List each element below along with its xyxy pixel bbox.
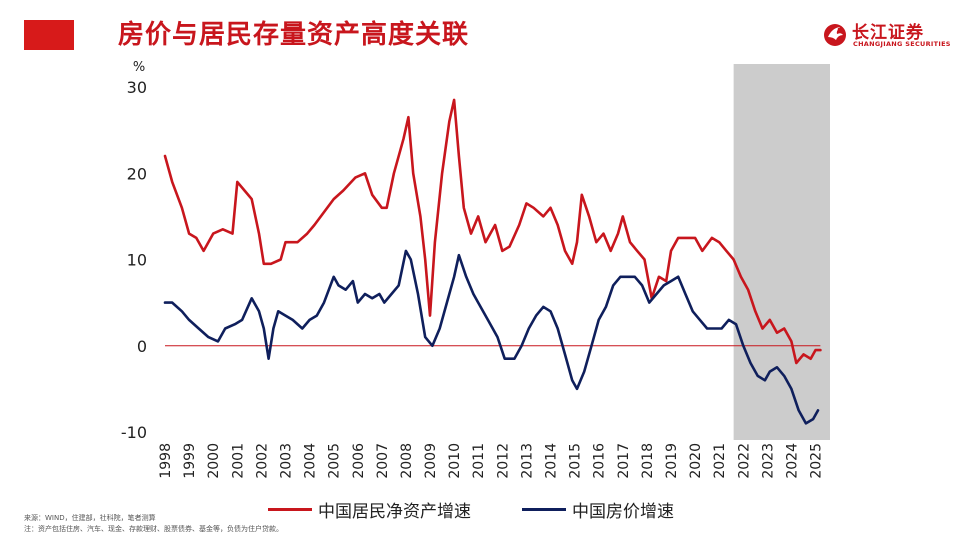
header-accent-bar: [24, 20, 74, 50]
y-tick-label: 0: [137, 337, 147, 356]
x-tick-label: 2001: [230, 443, 246, 479]
footnote: 注：资产包括住房、汽车、现金、存款理财、股票债券、基金等，负债为住户贷款。: [24, 525, 283, 533]
x-tick-label: 2007: [375, 443, 391, 479]
y-tick-label: 20: [127, 164, 147, 183]
x-tick-label: 2000: [206, 443, 222, 479]
page-title: 房价与居民存量资产高度关联: [118, 20, 470, 50]
x-tick-label: 2022: [736, 443, 752, 479]
series-line-house-price-growth: [163, 249, 820, 425]
y-tick-label: -10: [121, 423, 147, 442]
x-tick-label: 2025: [809, 443, 825, 479]
chart-area: -10 0 10 20 30 1998 1999 2000 2001 2002 2003 2004 2…: [121, 60, 830, 479]
x-tick-label: 2013: [519, 443, 535, 479]
brand-name-en: CHANGJIANG SECURITIES: [853, 40, 951, 48]
x-tick-label: 2009: [423, 443, 439, 479]
x-tick-label: 2021: [712, 443, 728, 479]
legend-swatch-asset: [268, 507, 312, 511]
x-tick-label: 2016: [592, 443, 608, 479]
legend-item-price: 中国房价增速: [522, 497, 674, 522]
x-tick-label: 2005: [327, 443, 343, 479]
x-tick-label: 2010: [447, 443, 463, 479]
x-tick-label: 2003: [279, 443, 295, 479]
legend-label-price: 中国房价增速: [572, 501, 674, 522]
x-tick-label: 2019: [664, 443, 680, 479]
x-tick-label: 2020: [688, 443, 704, 479]
x-tick-label: 2014: [544, 443, 560, 479]
x-tick-label: 2023: [760, 443, 776, 479]
brand-logo: 长江证券 CHANGJIANG SECURITIES: [822, 18, 950, 54]
x-tick-label: 2004: [303, 443, 319, 479]
brand-name-cn: 长江证券: [852, 23, 924, 43]
y-axis-unit-label: %: [133, 60, 145, 75]
legend-swatch-price: [522, 507, 566, 511]
source-note: 来源：WIND，住建部，社科院，笔者测算: [24, 514, 156, 522]
x-tick-label: 2011: [471, 443, 487, 479]
series-line-net-asset-growth: [163, 98, 822, 365]
x-tick-label: 2018: [640, 443, 656, 479]
x-tick-label: 2002: [254, 443, 270, 479]
x-tick-label: 1999: [182, 443, 198, 479]
y-tick-label: 30: [127, 78, 147, 97]
legend-item-asset: 中国居民净资产增速: [268, 497, 471, 522]
x-tick-label: 1998: [158, 443, 174, 479]
x-tick-label: 2012: [495, 443, 511, 479]
x-tick-label: 2017: [616, 443, 632, 479]
legend-label-asset: 中国居民净资产增速: [318, 501, 471, 522]
x-tick-label: 2015: [568, 443, 584, 479]
shaded-region: [733, 64, 830, 440]
phoenix-logo-icon: [824, 24, 846, 46]
y-tick-label: 10: [127, 251, 147, 270]
x-tick-label: 2008: [399, 443, 415, 479]
x-tick-label: 2024: [784, 443, 800, 479]
x-tick-label: 2006: [351, 443, 367, 479]
